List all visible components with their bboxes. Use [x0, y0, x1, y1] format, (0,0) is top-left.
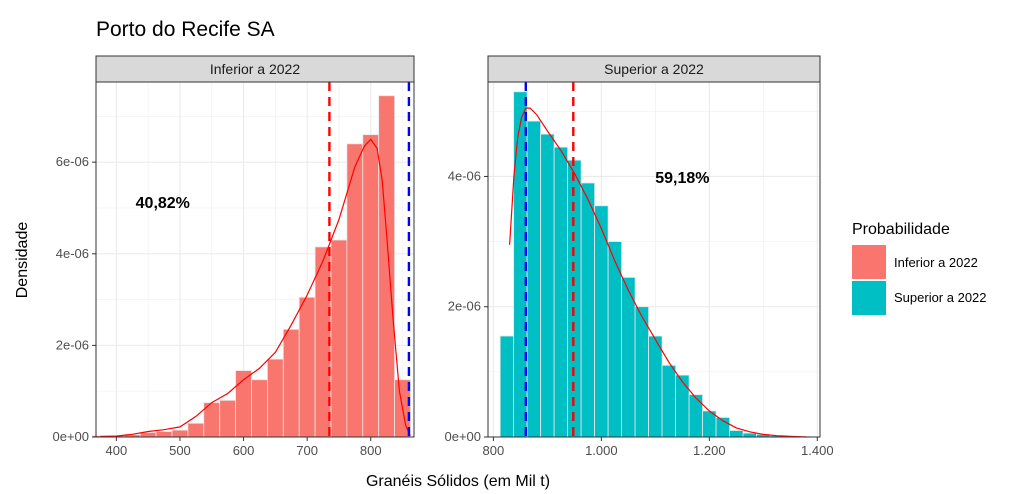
- panel-superior: Superior a 2022 59,18% 800 1.000 1.200 1.400 0…: [444, 55, 834, 458]
- probability-annotation: 59,18%: [655, 170, 709, 187]
- panel-border: [95, 81, 415, 438]
- histogram-bar: [499, 335, 515, 438]
- x-axis-title: Granéis Sólidos (em Mil t): [366, 473, 550, 490]
- facet-strip-label: Inferior a 2022: [210, 61, 300, 77]
- x-tick-label: 1.000: [585, 443, 618, 458]
- histogram-bar: [526, 120, 542, 438]
- y-tick-label: 4e-06: [56, 246, 89, 261]
- panel-inferior: Inferior a 2022 40,82% 400 500 600 700 800 0e+0…: [52, 55, 415, 458]
- y-tick-label: 2e-06: [56, 337, 89, 352]
- x-tick-label: 400: [106, 443, 128, 458]
- histogram-bar: [171, 429, 189, 438]
- histogram-bar: [330, 239, 348, 438]
- facet-strip: [95, 55, 415, 83]
- histogram-bar: [362, 134, 380, 438]
- histogram-bar: [553, 146, 569, 438]
- x-tick-label: 500: [169, 443, 191, 458]
- facet-strip-label: Superior a 2022: [604, 61, 704, 77]
- histogram-bar: [675, 374, 690, 438]
- density-curve: [100, 138, 411, 438]
- histogram-bar: [540, 133, 555, 438]
- histogram-bar: [729, 430, 744, 438]
- histogram-bar: [634, 306, 650, 438]
- legend: Probabilidade Inferior a 2022 Superior a…: [852, 221, 987, 315]
- x-tick-label: 1.400: [801, 443, 834, 458]
- facet-strip: [487, 55, 821, 83]
- histogram-bar: [251, 379, 268, 438]
- histogram-bar: [378, 95, 396, 438]
- histogram-bar: [346, 143, 364, 438]
- x-tick-label: 1.200: [693, 443, 726, 458]
- legend-key-superior: [852, 281, 886, 315]
- x-tick-label: 800: [360, 443, 382, 458]
- histogram-bar: [621, 277, 636, 438]
- histogram-bar: [187, 422, 205, 438]
- y-tick-label: 6e-06: [56, 154, 89, 169]
- legend-label-inferior: Inferior a 2022: [894, 255, 978, 270]
- histogram-bar: [580, 182, 596, 438]
- density-curve: [509, 107, 807, 438]
- histogram-bar: [648, 335, 663, 438]
- y-axis-title: Densidade: [14, 222, 31, 299]
- x-tick-label: 800: [483, 443, 505, 458]
- histogram-bar: [688, 394, 703, 438]
- probability-annotation: 40,82%: [136, 195, 190, 212]
- histogram-bar: [155, 431, 173, 438]
- histogram-bar: [235, 370, 252, 438]
- y-tick-label: 0e+00: [52, 429, 89, 444]
- y-tick-label: 0e+00: [444, 429, 481, 444]
- y-tick-label: 4e-06: [448, 168, 481, 183]
- chart-title: Porto do Recife SA: [96, 18, 275, 41]
- histogram-bar: [267, 358, 284, 438]
- histogram-bar: [742, 432, 757, 438]
- histogram-bar: [219, 399, 237, 438]
- y-tick-label: 2e-06: [448, 299, 481, 314]
- legend-label-superior: Superior a 2022: [894, 290, 987, 305]
- histogram-bar: [298, 296, 316, 438]
- histogram-bar: [661, 364, 676, 438]
- panel-border: [487, 81, 821, 438]
- legend-title: Probabilidade: [852, 221, 950, 238]
- x-tick-label: 700: [296, 443, 318, 458]
- histogram-bar: [282, 328, 300, 438]
- legend-key-inferior: [852, 245, 886, 279]
- x-tick-label: 600: [233, 443, 255, 458]
- histogram-bar: [139, 432, 157, 438]
